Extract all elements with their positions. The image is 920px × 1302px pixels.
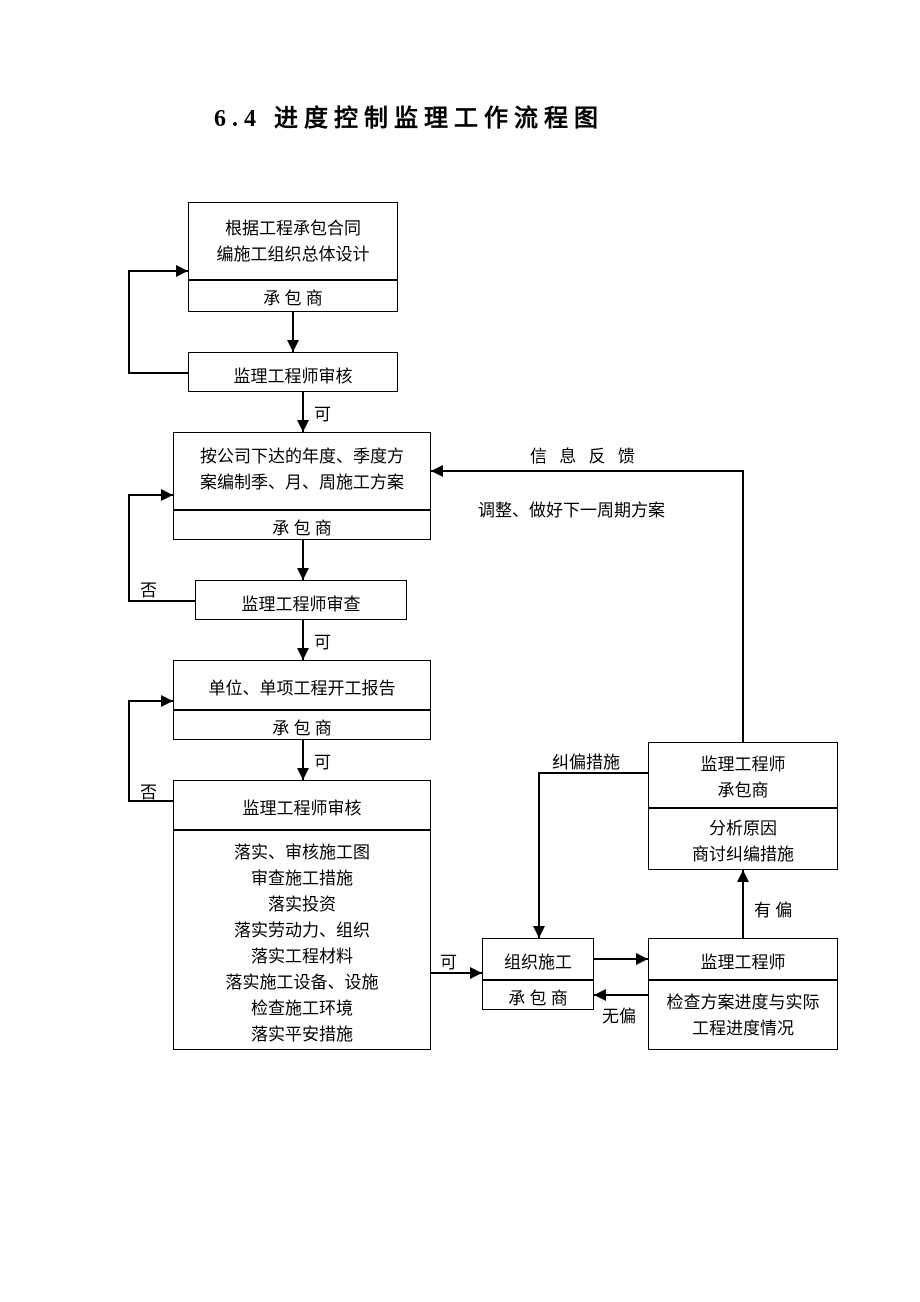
label-fou2: 否 bbox=[140, 778, 157, 803]
n1-line1: 根据工程承包合同 bbox=[188, 214, 398, 239]
arrow-n7-n8 bbox=[636, 953, 648, 965]
n8-header: 监理工程师 bbox=[648, 948, 838, 973]
n6-l1: 落实、审核施工图 bbox=[173, 838, 431, 863]
n3-footer: 承 包 商 bbox=[173, 514, 431, 539]
n1-footer: 承 包 商 bbox=[188, 284, 398, 309]
n6-l3: 落实投资 bbox=[173, 890, 431, 915]
n4-text: 监理工程师审查 bbox=[195, 590, 407, 615]
edge-fb2-h bbox=[128, 600, 195, 602]
arrow-n8-n9 bbox=[737, 870, 749, 882]
arrow-n4-n5 bbox=[297, 648, 309, 660]
label-fou1: 否 bbox=[140, 576, 157, 601]
n2-text: 监理工程师审核 bbox=[188, 362, 398, 387]
arrow-n8-n7 bbox=[594, 989, 606, 1001]
label-ke2: 可 bbox=[314, 628, 331, 653]
label-tiaozheng: 调整、做好下一周期方案 bbox=[478, 496, 665, 521]
arrow-fb3 bbox=[161, 695, 173, 707]
label-wupian: 无偏 bbox=[602, 1002, 636, 1027]
n7-footer: 承 包 商 bbox=[482, 984, 594, 1009]
n7-line1: 组织施工 bbox=[482, 948, 594, 973]
label-ke3: 可 bbox=[314, 748, 331, 773]
n6-l7: 检查施工环境 bbox=[173, 994, 431, 1019]
n8-l1: 检查方案进度与实际 bbox=[648, 988, 838, 1013]
edge-n9-fb-v bbox=[742, 470, 744, 742]
arrow-n3-n4 bbox=[297, 568, 309, 580]
n6-l5: 落实工程材料 bbox=[173, 942, 431, 967]
arrow-n9-fb bbox=[431, 465, 443, 477]
arrow-n6-n7 bbox=[470, 967, 482, 979]
arrow-n1-n2 bbox=[287, 340, 299, 352]
flowchart-canvas: 6.4 进度控制监理工作流程图 根据工程承包合同 编施工组织总体设计 承 包 商… bbox=[0, 0, 920, 1302]
n6-header: 监理工程师审核 bbox=[173, 794, 431, 819]
label-youpian: 有 偏 bbox=[754, 896, 792, 921]
n6-l2: 审查施工措施 bbox=[173, 864, 431, 889]
n6-l8: 落实平安措施 bbox=[173, 1020, 431, 1045]
n9-l3: 分析原因 bbox=[648, 814, 838, 839]
n5-footer: 承 包 商 bbox=[173, 714, 431, 739]
arrow-fb2 bbox=[161, 489, 173, 501]
n9-l1: 监理工程师 bbox=[648, 750, 838, 775]
edge-fb1-v bbox=[128, 270, 130, 373]
n1-line2: 编施工组织总体设计 bbox=[188, 240, 398, 265]
edge-fb2-v bbox=[128, 494, 130, 601]
label-xinxifk: 信 息 反 馈 bbox=[530, 442, 639, 467]
n8-l2: 工程进度情况 bbox=[648, 1014, 838, 1039]
n9-l4: 商讨纠编措施 bbox=[648, 840, 838, 865]
n5-line1: 单位、单项工程开工报告 bbox=[173, 674, 431, 699]
label-jiupian: 纠偏措施 bbox=[552, 748, 620, 773]
edge-n9-n7-v bbox=[538, 772, 540, 938]
edge-fb1-h bbox=[128, 372, 188, 374]
arrow-n9-n7 bbox=[533, 926, 545, 938]
arrow-n2-n3 bbox=[297, 420, 309, 432]
arrow-fb1 bbox=[176, 265, 188, 277]
label-ke4: 可 bbox=[440, 948, 457, 973]
edge-fb3-v bbox=[128, 700, 130, 801]
n3-line2: 案编制季、月、周施工方案 bbox=[173, 468, 431, 493]
n3-line1: 按公司下达的年度、季度方 bbox=[173, 442, 431, 467]
n6-l6: 落实施工设备、设施 bbox=[173, 968, 431, 993]
label-ke1: 可 bbox=[314, 400, 331, 425]
page-title: 6.4 进度控制监理工作流程图 bbox=[214, 98, 604, 133]
n6-l4: 落实劳动力、组织 bbox=[173, 916, 431, 941]
edge-n9-fb-h bbox=[431, 470, 743, 472]
n9-l2: 承包商 bbox=[648, 776, 838, 801]
arrow-n5-n6 bbox=[297, 768, 309, 780]
